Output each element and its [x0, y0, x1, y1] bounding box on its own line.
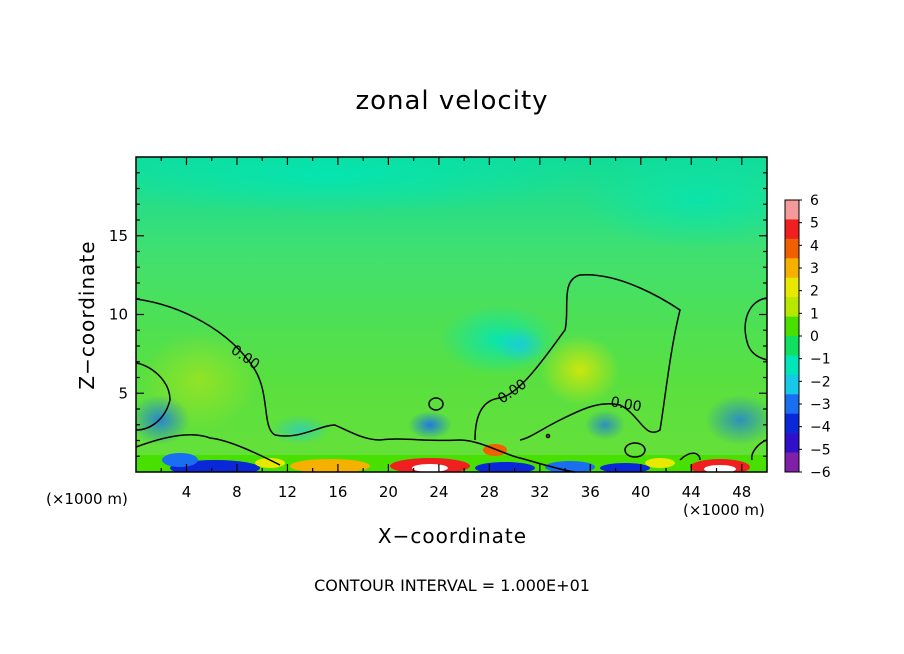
colorbar-label: 1 [810, 306, 819, 322]
y-axis-ticks: 5 10 15 [109, 172, 767, 457]
x-tick-label: 28 [480, 483, 499, 501]
x-tick-label: 32 [530, 483, 549, 501]
velocity-field [136, 157, 767, 472]
chart-title: zonal velocity [355, 86, 549, 116]
colorbar-swatch [785, 200, 799, 220]
zero-contours [135, 274, 768, 473]
x-tick-label: 8 [232, 483, 242, 501]
colorbar-swatch [785, 413, 799, 434]
x-tick-label: 40 [631, 483, 650, 501]
contour-interval-note: CONTOUR INTERVAL = 1.000E+01 [314, 576, 590, 595]
colorbar-label: −3 [810, 397, 831, 413]
x-unit-label-right: (×1000 m) [683, 501, 765, 519]
x-tick-label: 12 [278, 483, 297, 501]
colorbar-swatch [785, 452, 799, 473]
colorbar-label: 4 [810, 238, 819, 254]
colorbar-swatch [785, 219, 799, 240]
x-tick-label: 20 [379, 483, 398, 501]
x-unit-label-left: (×1000 m) [46, 490, 128, 508]
colorbar-swatch [785, 374, 799, 395]
colorbar-swatch [785, 238, 799, 259]
colorbar-label: 2 [810, 284, 819, 300]
x-tick-label: 36 [581, 483, 600, 501]
y-tick-label: 10 [109, 306, 128, 324]
colorbar-label: −4 [810, 420, 831, 436]
y-tick-label: 15 [109, 227, 128, 245]
colorbar-swatch [785, 277, 799, 298]
x-tick-label: 4 [182, 483, 192, 501]
x-tick-label: 48 [732, 483, 751, 501]
colorbar-label: −1 [810, 352, 831, 368]
x-tick-label: 16 [328, 483, 347, 501]
colorbar-label: 5 [810, 216, 819, 232]
colorbar-swatch [785, 394, 799, 415]
colorbar-label: −5 [810, 442, 831, 458]
y-tick-label: 5 [118, 384, 128, 402]
x-tick-label: 44 [682, 483, 701, 501]
colorbar: 6 5 4 3 2 1 0 −1 −2 −3 −4 −5 −6 [784, 193, 831, 481]
colorbar-label: 3 [810, 261, 819, 277]
colorbar-swatch [785, 336, 799, 356]
x-axis-ticks: 4 8 12 16 20 24 28 32 36 40 44 48 [160, 157, 751, 501]
x-tick-label: 24 [429, 483, 448, 501]
x-axis-label: X−coordinate [377, 524, 528, 548]
colorbar-swatch [785, 258, 799, 279]
colorbar-label: 6 [810, 193, 819, 209]
colorbar-label: −2 [810, 374, 831, 390]
colorbar-swatch [785, 433, 799, 453]
colorbar-swatch [785, 355, 799, 376]
colorbar-swatch [785, 316, 799, 337]
colorbar-label: −6 [810, 465, 831, 481]
contour-label: 0.00 [609, 394, 642, 415]
colorbar-label: 0 [810, 329, 819, 345]
colorbar-swatch [785, 297, 799, 317]
